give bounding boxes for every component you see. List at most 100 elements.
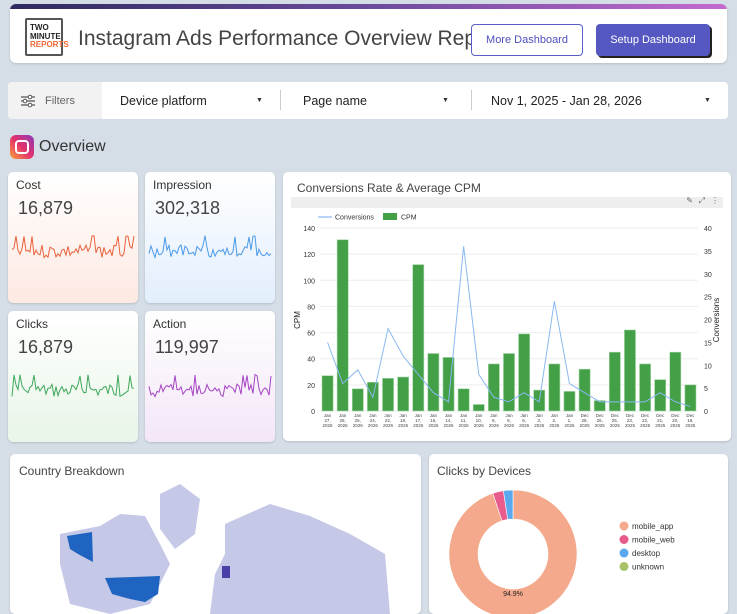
- y-axis-label: CPM: [293, 311, 302, 329]
- kpi-value: 16,879: [18, 337, 74, 357]
- x-tick-label: Jan 18, 2026: [398, 413, 409, 428]
- x-tick-label: Dec 21, 2025: [655, 413, 666, 428]
- page-name-dropdown[interactable]: Page name: [303, 82, 453, 119]
- x-tick-label: Jan 17, 2026: [413, 413, 424, 428]
- map-greenland: [160, 484, 200, 549]
- sparkline-line: [11, 235, 135, 259]
- cpm-bar: [563, 391, 576, 412]
- legend-label: mobile_app: [632, 522, 674, 531]
- dropdown-label: Device platform: [120, 93, 207, 108]
- cpm-bar: [412, 264, 425, 412]
- page-title: Instagram Ads Performance Overview Repor…: [78, 27, 501, 50]
- y-tick-label: 100: [303, 278, 315, 285]
- kpi-card-clicks: Clicks 16,879: [8, 311, 138, 442]
- x-tick-label: Dec 28, 2025: [580, 413, 591, 428]
- x-tick-label: Jan 9, 2026: [489, 413, 500, 428]
- x-tick-label: Dec 20, 2025: [670, 413, 681, 428]
- sparkline-line: [148, 235, 272, 260]
- device-platform-dropdown[interactable]: Device platform: [120, 82, 270, 119]
- y2-tick-label: 35: [704, 249, 712, 256]
- date-range-label: Nov 1, 2025 - Jan 28, 2026: [491, 93, 642, 108]
- expand-icon[interactable]: ⤢: [698, 196, 705, 205]
- more-dashboard-button[interactable]: More Dashboard: [471, 24, 583, 56]
- chart-toolbar: ✎ ⤢ ⋮: [291, 196, 723, 208]
- y2-tick-label: 25: [704, 295, 712, 302]
- cpm-bar: [684, 384, 697, 412]
- cpm-bar: [488, 363, 500, 412]
- x-tick-label: Jan 10, 2026: [474, 413, 485, 428]
- section-title: Overview: [39, 138, 106, 155]
- legend-swatch: [619, 548, 629, 558]
- y2-axis-label: Conversions: [712, 298, 721, 342]
- setup-dashboard-button[interactable]: Setup Dashboard: [596, 24, 710, 56]
- y-tick-label: 60: [307, 331, 315, 338]
- kpi-label: Impression: [153, 178, 212, 192]
- kpi-value: 16,879: [18, 198, 74, 218]
- date-range-picker[interactable]: Nov 1, 2025 - Jan 28, 2026: [491, 82, 716, 119]
- x-tick-label: Jan 24, 2026: [368, 413, 379, 428]
- x-tick-label: Jan 8, 2026: [504, 413, 515, 428]
- y-tick-label: 120: [303, 252, 315, 259]
- sparkline: [148, 235, 272, 260]
- legend-label: desktop: [632, 549, 661, 558]
- logo: TWO MINUTE REPORTS: [25, 18, 69, 56]
- legend-cpm-label: CPM: [401, 215, 417, 222]
- x-tick-label: Jan 27, 2026: [323, 413, 334, 428]
- y2-tick-label: 20: [704, 318, 712, 325]
- map-title: Country Breakdown: [19, 464, 125, 478]
- chevron-down-icon: ▼: [256, 97, 263, 104]
- chevron-down-icon: ▼: [704, 97, 711, 104]
- cpm-bar: [427, 353, 440, 412]
- legend-cpm-swatch: [383, 213, 397, 220]
- sparkline-line: [148, 373, 272, 398]
- sliders-icon: [21, 94, 35, 107]
- filters-text: Filters: [45, 94, 75, 107]
- cpm-bar: [321, 375, 334, 412]
- kpi-label: Clicks: [16, 317, 48, 331]
- divider: [471, 90, 472, 110]
- divider: [280, 90, 281, 110]
- map-alaska[interactable]: [67, 532, 93, 562]
- cpm-bar: [578, 368, 591, 412]
- map-eurasia: [210, 504, 390, 614]
- combo-chart: 0 20 40 60 80 100 120 140 0 5 10 15 20 25 30 35 40 CPM Con…: [293, 213, 721, 428]
- logo-text: MINUTE: [30, 31, 61, 41]
- cpm-bar: [457, 388, 470, 412]
- slice-data-label: 94.9%: [503, 591, 523, 598]
- world-map[interactable]: [10, 454, 421, 614]
- y2-tick-label: 30: [704, 272, 712, 279]
- kpi-value: 119,997: [155, 337, 219, 357]
- more-icon[interactable]: ⋮: [711, 196, 719, 205]
- y-tick-label: 0: [311, 409, 315, 416]
- legend-label: mobile_web: [632, 536, 675, 545]
- x-tick-label: Jan 26, 2026: [338, 413, 349, 428]
- map-germany[interactable]: [222, 566, 230, 578]
- y2-tick-label: 40: [704, 226, 712, 233]
- legend-swatch: [619, 562, 629, 571]
- country-breakdown-card: Country Breakdown: [10, 454, 421, 614]
- cpm-bar: [382, 378, 394, 412]
- cpm-bar: [351, 388, 364, 412]
- x-tick-label: Dec 19, 2025: [685, 413, 696, 428]
- map-usa[interactable]: [105, 576, 160, 602]
- y2-tick-label: 0: [704, 409, 708, 416]
- chart-title: Clicks by Devices: [437, 464, 532, 478]
- legend-swatch: [619, 521, 629, 531]
- kpi-value: 302,318: [155, 198, 221, 218]
- edit-icon[interactable]: ✎: [686, 196, 693, 205]
- filter-bar: Filters Device platform ▼ Page name ▼ No…: [8, 82, 728, 119]
- donut-slice-mobile_app: [448, 489, 578, 614]
- x-tick-label: Jan 11, 2026: [459, 413, 470, 428]
- sparkline-line: [11, 374, 135, 398]
- x-tick-label: Jan 3, 2026: [534, 413, 545, 428]
- x-tick-label: Dec 22, 2025: [640, 413, 651, 428]
- y2-tick-label: 15: [704, 340, 712, 347]
- cpm-bar: [548, 363, 561, 412]
- clicks-by-devices-card: Clicks by Devices 94.9% mobile_app mobile_…: [429, 454, 728, 614]
- cpm-bar: [397, 376, 410, 412]
- kpi-label: Action: [153, 317, 187, 331]
- legend-conversions-label: Conversions: [335, 215, 374, 222]
- cpm-bar: [624, 329, 636, 412]
- kpi-card-cost: Cost 16,879: [8, 172, 138, 303]
- chevron-down-icon: ▼: [442, 97, 449, 104]
